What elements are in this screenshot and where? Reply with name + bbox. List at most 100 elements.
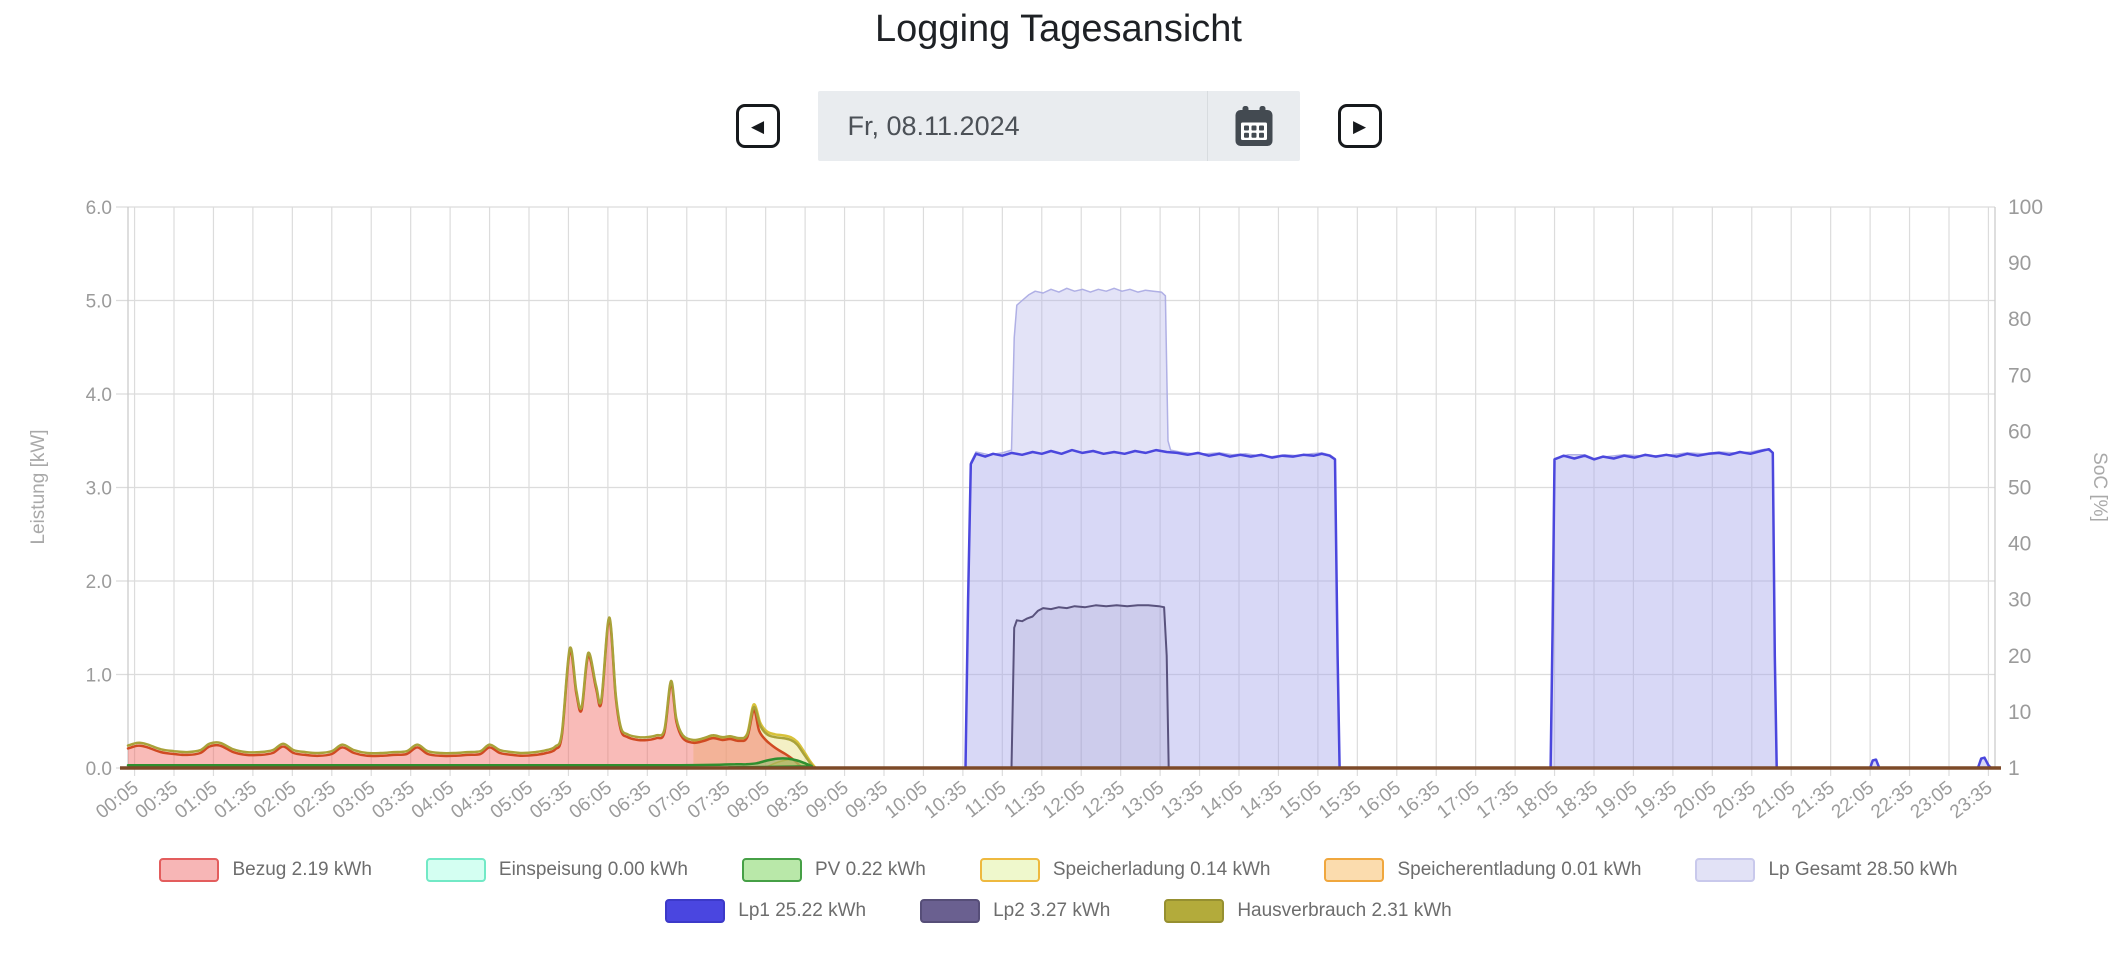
chart-legend-row-1: Bezug 2.19 kWh Einspeisung 0.00 kWh PV 0.2… (0, 858, 2117, 882)
svg-text:00:05: 00:05 (92, 777, 142, 823)
calendar-button[interactable] (1206, 91, 1300, 161)
svg-text:23:05: 23:05 (1907, 777, 1957, 823)
legend-swatch-pv (741, 858, 802, 882)
legend-item-lp1[interactable]: Lp1 25.22 kWh (665, 899, 866, 923)
legend-item-lp2[interactable]: Lp2 3.27 kWh (920, 899, 1110, 923)
svg-text:14:35: 14:35 (1236, 777, 1286, 823)
svg-text:17:35: 17:35 (1473, 777, 1523, 823)
svg-text:4.0: 4.0 (86, 385, 112, 406)
date-label: Fr, 08.11.2024 (847, 110, 1020, 141)
svg-text:23:35: 23:35 (1946, 777, 1996, 823)
svg-text:07:05: 07:05 (644, 777, 694, 823)
svg-text:6.0: 6.0 (86, 198, 112, 219)
svg-text:90: 90 (2008, 252, 2031, 275)
svg-text:19:35: 19:35 (1631, 777, 1681, 823)
svg-text:10: 10 (2008, 701, 2031, 724)
svg-text:1: 1 (2008, 757, 2020, 780)
svg-text:40: 40 (2008, 533, 2031, 556)
legend-label-lp_gesamt: Lp Gesamt 28.50 kWh (1768, 859, 1958, 880)
legend-swatch-bezug (159, 858, 220, 882)
svg-text:18:35: 18:35 (1552, 777, 1602, 823)
legend-label-speicherentladung: Speicherentladung 0.01 kWh (1397, 859, 1642, 880)
y-axis-left-title: Leistung [kW] (28, 429, 49, 544)
legend-swatch-lp1 (665, 899, 726, 923)
svg-text:2.0: 2.0 (86, 572, 112, 593)
svg-text:17:05: 17:05 (1433, 777, 1483, 823)
svg-text:02:35: 02:35 (289, 777, 339, 823)
prev-day-button[interactable]: ◀ (735, 104, 780, 148)
svg-text:12:35: 12:35 (1078, 777, 1128, 823)
legend-label-einspeisung: Einspeisung 0.00 kWh (498, 859, 688, 880)
grid-lines (116, 206, 1996, 776)
svg-text:01:35: 01:35 (211, 777, 261, 823)
legend-label-lp1: Lp1 25.22 kWh (738, 900, 867, 921)
chart-legend-row-2: Lp1 25.22 kWh Lp2 3.27 kWh Hausverbrauch 2… (0, 899, 2117, 923)
svg-text:14:05: 14:05 (1197, 777, 1247, 823)
legend-item-speicherentladung[interactable]: Speicherentladung 0.01 kWh (1324, 858, 1641, 882)
svg-text:13:35: 13:35 (1157, 777, 1207, 823)
svg-text:21:35: 21:35 (1788, 777, 1838, 823)
series-hausverbrauch (126, 616, 816, 770)
svg-text:5.0: 5.0 (86, 292, 112, 313)
svg-text:100: 100 (2008, 196, 2043, 219)
legend-label-hausverbrauch: Hausverbrauch 2.31 kWh (1237, 900, 1452, 921)
svg-text:09:35: 09:35 (842, 777, 892, 823)
legend-swatch-speicherentladung (1324, 858, 1385, 882)
svg-text:16:05: 16:05 (1354, 777, 1404, 823)
svg-text:10:35: 10:35 (921, 777, 971, 823)
svg-text:13:05: 13:05 (1118, 777, 1168, 823)
svg-text:05:35: 05:35 (526, 777, 576, 823)
svg-text:20: 20 (2008, 645, 2031, 668)
prev-arrow-icon: ◀ (750, 116, 765, 136)
svg-text:06:05: 06:05 (566, 777, 616, 823)
svg-text:80: 80 (2008, 308, 2031, 331)
legend-item-speicherladung[interactable]: Speicherladung 0.14 kWh (979, 858, 1271, 882)
series-lp2 (1010, 604, 1170, 769)
date-picker[interactable]: Fr, 08.11.2024 (817, 91, 1300, 161)
svg-text:3.0: 3.0 (86, 479, 112, 500)
legend-item-hausverbrauch[interactable]: Hausverbrauch 2.31 kWh (1164, 899, 1452, 923)
svg-text:09:05: 09:05 (802, 777, 852, 823)
svg-text:22:05: 22:05 (1828, 777, 1878, 823)
legend-label-lp2: Lp2 3.27 kWh (993, 900, 1111, 921)
svg-text:0.0: 0.0 (86, 759, 112, 780)
svg-text:03:05: 03:05 (329, 777, 379, 823)
calendar-icon (1235, 105, 1272, 146)
legend-item-lp_gesamt[interactable]: Lp Gesamt 28.50 kWh (1695, 858, 1958, 882)
svg-text:20:05: 20:05 (1670, 777, 1720, 823)
svg-text:1.0: 1.0 (86, 666, 112, 687)
y-axis-left-labels: 0.0 1.0 2.0 3.0 4.0 5.0 6.0 (86, 198, 112, 780)
svg-text:18:05: 18:05 (1512, 777, 1562, 823)
legend-swatch-speicherladung (979, 858, 1040, 882)
svg-text:21:05: 21:05 (1749, 777, 1799, 823)
svg-text:10:05: 10:05 (881, 777, 931, 823)
svg-text:00:35: 00:35 (132, 777, 182, 823)
legend-item-einspeisung[interactable]: Einspeisung 0.00 kWh (425, 858, 688, 882)
svg-text:70: 70 (2008, 364, 2031, 387)
svg-text:07:35: 07:35 (684, 777, 734, 823)
legend-item-bezug[interactable]: Bezug 2.19 kWh (159, 858, 372, 882)
svg-text:06:35: 06:35 (605, 777, 655, 823)
svg-text:16:35: 16:35 (1394, 777, 1444, 823)
next-arrow-icon: ▶ (1352, 116, 1367, 136)
y-axis-right-labels: 100 90 80 70 60 50 40 30 20 10 1 (2008, 196, 2043, 780)
svg-text:08:35: 08:35 (763, 777, 813, 823)
next-day-button[interactable]: ▶ (1337, 104, 1382, 148)
page-title: Logging Tagesansicht (875, 8, 1242, 50)
y-axis-right-title: SoC [%] (2089, 452, 2110, 522)
legend-swatch-hausverbrauch (1164, 899, 1225, 923)
series-bezug (126, 619, 804, 770)
svg-text:19:05: 19:05 (1591, 777, 1641, 823)
legend-item-pv[interactable]: PV 0.22 kWh (741, 858, 926, 882)
svg-text:04:05: 04:05 (408, 777, 458, 823)
svg-text:05:05: 05:05 (487, 777, 537, 823)
date-navigation: ◀ Fr, 08.11.2024 ▶ (0, 90, 2117, 162)
legend-swatch-lp_gesamt (1695, 858, 1756, 882)
svg-text:02:05: 02:05 (250, 777, 300, 823)
legend-swatch-einspeisung (425, 858, 486, 882)
svg-text:03:35: 03:35 (368, 777, 418, 823)
svg-text:04:35: 04:35 (447, 777, 497, 823)
svg-text:60: 60 (2008, 420, 2031, 443)
series-lp1 (126, 447, 1993, 770)
legend-label-speicherladung: Speicherladung 0.14 kWh (1052, 859, 1271, 880)
